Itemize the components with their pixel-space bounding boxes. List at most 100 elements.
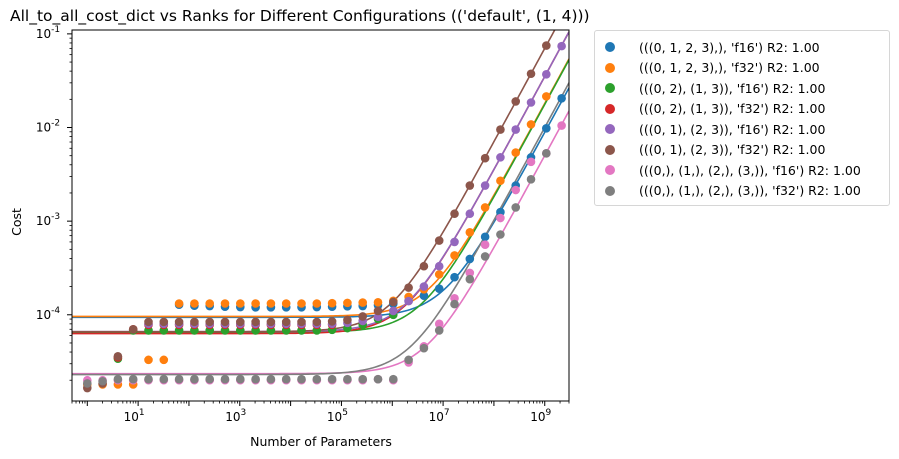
- legend: (((0, 1, 2, 3),), 'f16') R2: 1.00 (((0, 1…: [594, 30, 890, 206]
- data-point-s7-8: [205, 374, 215, 384]
- data-point-s5-8: [205, 317, 215, 327]
- legend-marker-icon: [605, 62, 615, 73]
- x-tick-label-4: 109: [530, 408, 551, 424]
- data-point-s5-7: [190, 317, 199, 327]
- data-point-s5-13: [281, 317, 291, 327]
- legend-label: (((0, 1), (2, 3)), 'f16') R2: 1.00: [639, 121, 826, 137]
- data-point-s7-0: [83, 379, 92, 388]
- fit-line-2: [72, 59, 569, 334]
- legend-item-2: (((0, 2), (1, 3)), 'f16') R2: 1.00: [605, 78, 825, 98]
- fit-line-1: [72, 58, 569, 318]
- data-point-s5-11: [251, 317, 260, 327]
- data-point-s1-18: [358, 298, 368, 307]
- data-point-s4-16: [389, 306, 398, 316]
- y-axis-label: Cost: [9, 208, 24, 236]
- data-point-s5-30: [542, 41, 551, 50]
- data-point-s1-12: [266, 299, 276, 308]
- data-point-s1-25: [465, 228, 475, 237]
- data-point-s5-26: [480, 153, 490, 163]
- x-tick-label-1: 103: [225, 408, 246, 424]
- data-point-s5-24: [450, 209, 459, 219]
- data-point-s5-23: [434, 236, 444, 245]
- data-point-s7-20: [389, 374, 398, 384]
- data-point-s7-1: [98, 376, 107, 386]
- data-point-s7-30: [542, 149, 551, 158]
- data-point-s1-16: [327, 298, 337, 308]
- chart-title: All_to_all_cost_dict vs Ranks for Differ…: [10, 7, 590, 26]
- data-point-s5-10: [236, 317, 245, 327]
- data-point-s5-20: [389, 297, 398, 307]
- data-point-s4-17: [404, 296, 413, 306]
- data-point-s0-19: [465, 254, 475, 264]
- data-point-s5-25: [465, 181, 475, 190]
- data-point-s1-24: [450, 251, 459, 260]
- data-point-s0-25: [557, 94, 566, 103]
- data-point-s7-12: [266, 374, 276, 384]
- axes-frame: [71, 29, 570, 402]
- data-point-s6-25: [465, 268, 475, 278]
- data-point-s4-27: [557, 41, 566, 51]
- legend-label: (((0, 1, 2, 3),), 'f32') R2: 1.00: [639, 60, 820, 75]
- data-point-s4-18: [419, 282, 429, 291]
- data-point-s0-20: [480, 232, 490, 242]
- x-tick-label-2: 105: [327, 408, 348, 424]
- y-tick-label-2: 10-2: [36, 119, 60, 135]
- legend-marker-icon: [605, 185, 615, 196]
- data-point-s7-4: [144, 374, 153, 384]
- data-point-s5-15: [312, 317, 322, 327]
- data-point-s5-9: [220, 317, 230, 327]
- y-tick-label-1: 10-3: [36, 212, 60, 228]
- legend-item-4: (((0, 1), (2, 3)), 'f16') R2: 1.00: [605, 119, 825, 139]
- legend-label: (((0,), (1,), (2,), (3,)), 'f16') R2: 1.…: [639, 162, 861, 178]
- data-point-s0-18: [450, 272, 459, 282]
- data-point-s5-27: [496, 125, 505, 134]
- data-point-s1-28: [511, 148, 521, 157]
- data-point-s4-21: [465, 209, 475, 219]
- data-point-s5-22: [419, 261, 429, 271]
- data-point-s1-4: [144, 355, 153, 365]
- data-point-s4-23: [496, 153, 505, 162]
- x-axis-label: Number of Parameters: [250, 434, 392, 449]
- legend-marker-icon: [605, 124, 615, 134]
- data-point-s1-10: [236, 299, 245, 308]
- data-point-s7-10: [236, 374, 245, 384]
- data-point-s4-20: [450, 237, 459, 247]
- data-point-s7-27: [496, 230, 505, 239]
- y-tick-label-0: 10-4: [36, 306, 61, 322]
- data-point-s5-2: [113, 352, 123, 361]
- data-point-s6-27: [496, 213, 505, 223]
- data-point-s1-7: [190, 299, 199, 308]
- data-point-s6-29: [526, 157, 536, 167]
- data-point-s0-17: [434, 284, 444, 293]
- legend-item-0: (((0, 1, 2, 3),), 'f16') R2: 1.00: [605, 37, 820, 57]
- data-point-s7-5: [159, 374, 169, 384]
- data-point-s5-17: [343, 315, 352, 325]
- data-point-s4-26: [542, 70, 551, 79]
- legend-marker-icon: [605, 144, 615, 155]
- data-point-s7-11: [251, 374, 260, 384]
- data-point-s5-18: [358, 312, 368, 321]
- data-point-s7-19: [373, 374, 383, 384]
- data-point-s1-29: [526, 120, 536, 129]
- data-point-s1-6: [174, 299, 184, 308]
- legend-label: (((0, 1, 2, 3),), 'f16') R2: 1.00: [639, 39, 820, 55]
- data-point-s1-13: [281, 299, 291, 308]
- data-point-s5-12: [266, 317, 276, 327]
- data-point-s0-16: [419, 291, 429, 300]
- data-point-s6-23: [434, 319, 444, 329]
- data-point-s5-19: [373, 306, 383, 316]
- data-point-s1-30: [542, 92, 551, 101]
- data-point-s7-22: [419, 343, 429, 353]
- legend-marker-icon: [605, 83, 615, 93]
- legend-label: (((0, 2), (1, 3)), 'f16') R2: 1.00: [639, 80, 826, 96]
- data-point-s5-5: [159, 317, 169, 327]
- data-point-s7-13: [281, 374, 291, 384]
- data-point-s7-6: [174, 374, 184, 384]
- data-point-s1-26: [480, 203, 490, 212]
- data-point-s4-25: [526, 98, 536, 107]
- fit-line-0: [72, 87, 569, 319]
- x-tick-label-3: 107: [429, 408, 450, 424]
- data-point-s7-7: [190, 374, 199, 384]
- data-point-s1-15: [312, 299, 322, 308]
